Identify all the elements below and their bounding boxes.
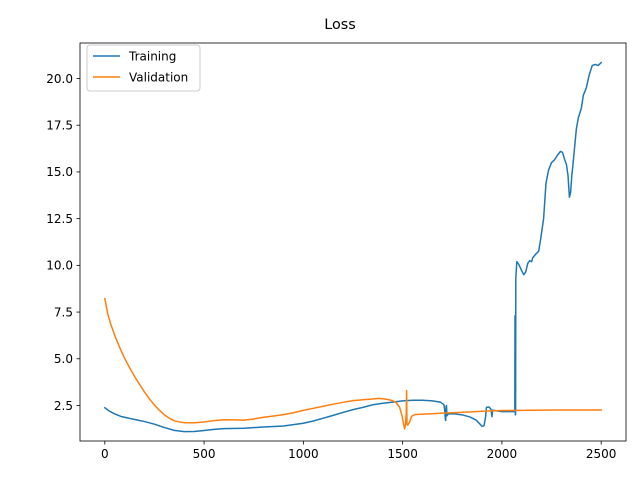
series-line-training [103, 61, 603, 433]
legend-label-training: Training [128, 50, 176, 64]
x-tick-label: 500 [193, 447, 216, 461]
x-tick-label: 1500 [387, 447, 418, 461]
y-tick-label: 15.0 [46, 165, 73, 179]
x-tick-label: 2500 [586, 447, 617, 461]
x-tick-label: 2000 [487, 447, 518, 461]
axes-frame [79, 42, 627, 442]
y-tick-label: 10.0 [46, 259, 73, 273]
chart-title: Loss [324, 17, 356, 33]
y-tick-label: 20.0 [46, 72, 73, 86]
legend: Training Validation [86, 44, 201, 92]
y-tick-label: 17.5 [46, 119, 73, 133]
y-tick-label: 5.0 [54, 352, 73, 366]
series-line-validation [103, 297, 602, 430]
axes: 0 500 1000 1500 2000 2500 2.5 5.0 7.5 10.0 12.5 15.… [46, 42, 627, 461]
x-tick-label: 1000 [288, 447, 319, 461]
y-tick-label: 2.5 [54, 399, 73, 413]
legend-label-validation: Validation [129, 71, 188, 85]
x-tick-label: 0 [101, 447, 109, 461]
plot-area [103, 61, 603, 433]
y-tick-label: 12.5 [46, 212, 73, 226]
y-tick-label: 7.5 [54, 305, 73, 319]
